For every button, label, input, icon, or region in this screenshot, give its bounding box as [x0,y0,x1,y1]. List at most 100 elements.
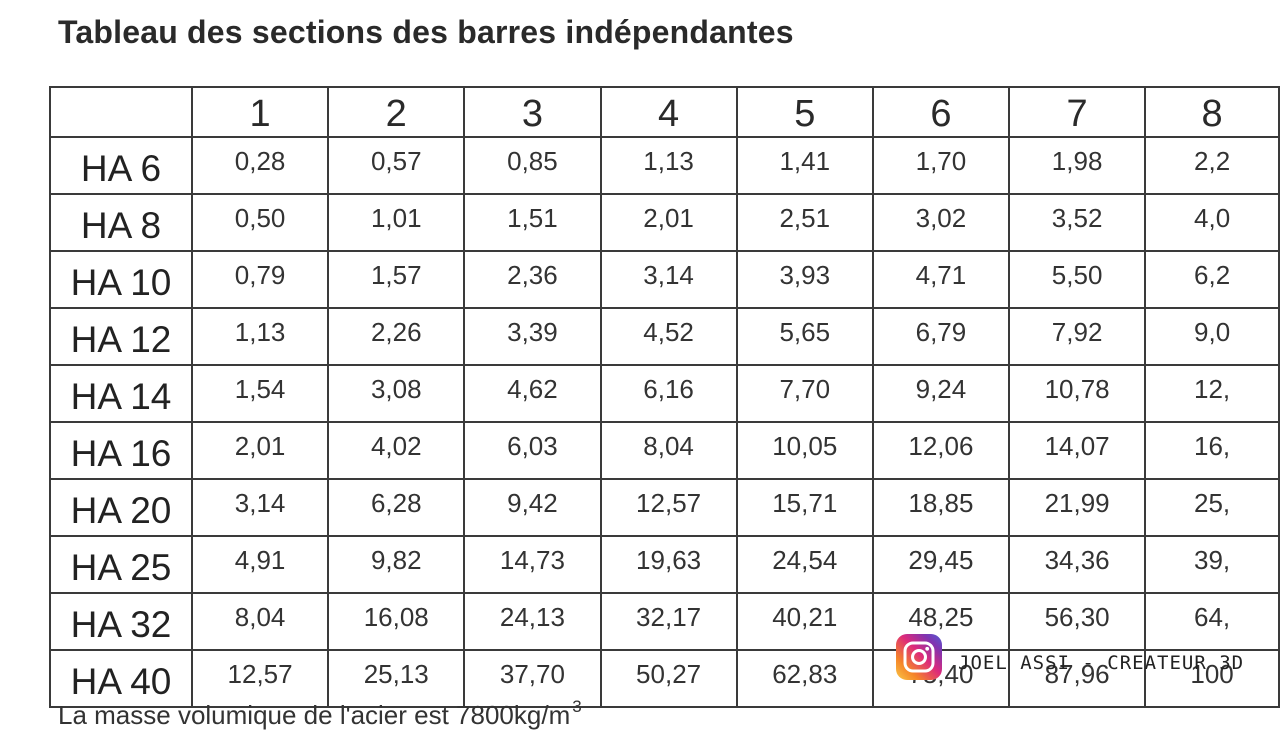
table-cell: 25, [1144,478,1280,537]
table-cell: 19,63 [599,535,738,594]
table-cell: 3,93 [735,250,874,309]
table-cell: 40,21 [735,592,874,651]
table-cell: 14,73 [463,535,602,594]
footer-note: La masse volumique de l'acier est 7800kg… [58,697,582,731]
table-cell: 62,83 [735,649,874,708]
table-cell: 1,70 [871,136,1011,195]
table-cell: 2,01 [599,193,738,252]
row-header: HA 14 [49,364,193,423]
table-cell: 1,98 [1008,136,1147,195]
column-header: 4 [599,86,738,138]
table-row: HA 12 1,13 2,26 3,39 4,52 5,65 6,79 7,92 9,0 [49,307,1280,366]
table-cell: 1,54 [190,364,330,423]
table-row: HA 32 8,04 16,08 24,13 32,17 40,21 48,25 56,30 6… [49,592,1280,651]
table-cell: 12,57 [599,478,738,537]
footer-note-superscript: 3 [572,697,582,716]
instagram-icon[interactable] [896,634,942,680]
table-cell: 0,79 [190,250,330,309]
table-cell: 2,26 [327,307,466,366]
table-cell: 5,50 [1008,250,1147,309]
table-row: HA 16 2,01 4,02 6,03 8,04 10,05 12,06 14,07 16, [49,421,1280,480]
table-cell: 15,71 [735,478,874,537]
table-cell: 6,16 [599,364,738,423]
table-row: HA 6 0,28 0,57 0,85 1,13 1,41 1,70 1,98 2,2 [49,136,1280,195]
table-cell: 24,54 [735,535,874,594]
table-cell: 87,96 [1008,649,1147,708]
table-cell: 0,57 [327,136,466,195]
row-header: HA 32 [49,592,193,651]
table-row: HA 10 0,79 1,57 2,36 3,14 3,93 4,71 5,50 6,2 [49,250,1280,309]
row-header: HA 25 [49,535,193,594]
credit-watermark: JOEL ASSI - CREATEUR 3D [896,634,1244,680]
page-title: Tableau des sections des barres indépend… [58,14,794,50]
row-header: HA 20 [49,478,193,537]
table-cell: 5,65 [735,307,874,366]
table-cell: 56,30 [1008,592,1147,651]
row-header: HA 8 [49,193,193,252]
table-row: HA 25 4,91 9,82 14,73 19,63 24,54 29,45 34,36 39… [49,535,1280,594]
table-cell: 9,0 [1144,307,1280,366]
table-cell: 100 [1144,649,1280,708]
row-header: HA 12 [49,307,193,366]
table-cell: 3,14 [599,250,738,309]
table-cell: 1,57 [327,250,466,309]
table-cell: 0,28 [190,136,330,195]
table-cell: 8,04 [190,592,330,651]
row-header: HA 6 [49,136,193,195]
table-row: HA 20 3,14 6,28 9,42 12,57 15,71 18,85 21,99 25, [49,478,1280,537]
table-cell: 7,70 [735,364,874,423]
row-header: HA 10 [49,250,193,309]
table-cell: 3,39 [463,307,602,366]
table-cell: 6,79 [871,307,1011,366]
table-cell: 3,14 [190,478,330,537]
table-cell: 16,08 [327,592,466,651]
table-cell: 0,50 [190,193,330,252]
table-row: HA 8 0,50 1,01 1,51 2,01 2,51 3,02 3,52 4,0 [49,193,1280,252]
table-cell: 16, [1144,421,1280,480]
table-cell: 4,52 [599,307,738,366]
table-cell: 2,51 [735,193,874,252]
table-cell: 4,02 [327,421,466,480]
table-cell: 6,03 [463,421,602,480]
table-cell: 6,28 [327,478,466,537]
table-cell: 8,04 [599,421,738,480]
table-cell: 3,52 [1008,193,1147,252]
table-cell: 25,13 [327,649,466,708]
table-cell: 1,13 [599,136,738,195]
table-row: HA 14 1,54 3,08 4,62 6,16 7,70 9,24 10,78 12, [49,364,1280,423]
table-cell: 18,85 [871,478,1011,537]
table-cell: 4,71 [871,250,1011,309]
row-header: HA 16 [49,421,193,480]
table-cell: 2,36 [463,250,602,309]
table-cell: 3,02 [871,193,1011,252]
table-cell: 4,91 [190,535,330,594]
column-header: 6 [871,86,1011,138]
table-cell: 1,41 [735,136,874,195]
table-cell: 7,92 [1008,307,1147,366]
table-cell: 9,24 [871,364,1011,423]
table-cell: 39, [1144,535,1280,594]
row-header: HA 40 [49,649,193,708]
table-cell: 4,0 [1144,193,1280,252]
table-cell: 1,51 [463,193,602,252]
table-cell: 10,78 [1008,364,1147,423]
table-cell: 50,27 [599,649,738,708]
table-cell: 12, [1144,364,1280,423]
table-cell: 1,01 [327,193,466,252]
table-cell: 12,57 [190,649,330,708]
table-cell: 37,70 [463,649,602,708]
column-header: 5 [735,86,874,138]
table-cell: 9,42 [463,478,602,537]
table-cell: 1,13 [190,307,330,366]
column-header: 1 [190,86,330,138]
table-cell: 6,2 [1144,250,1280,309]
table-cell: 32,17 [599,592,738,651]
table-cell: 34,36 [1008,535,1147,594]
table-cell: 3,08 [327,364,466,423]
table-cell: 29,45 [871,535,1011,594]
column-header: 2 [327,86,466,138]
credit-text: JOEL ASSI - CREATEUR 3D [958,652,1245,674]
table-cell: 2,01 [190,421,330,480]
